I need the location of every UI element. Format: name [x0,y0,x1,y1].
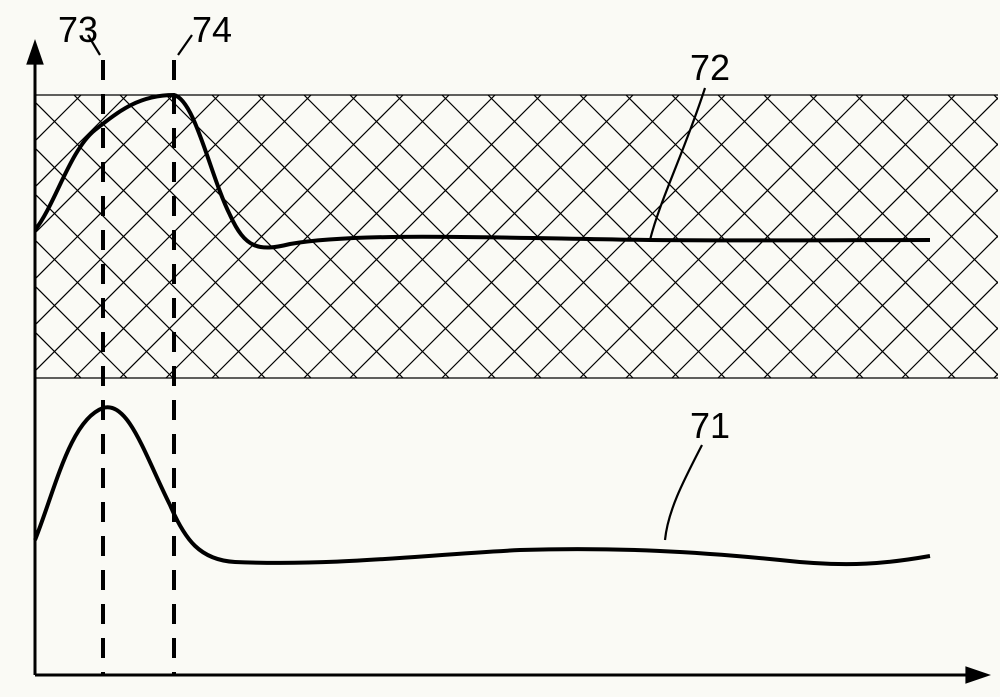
label-71: 71 [690,405,730,446]
label-72: 72 [690,47,730,88]
figure: 73 74 72 71 [0,0,1000,697]
label-74: 74 [192,9,232,50]
label-73: 73 [58,9,98,50]
